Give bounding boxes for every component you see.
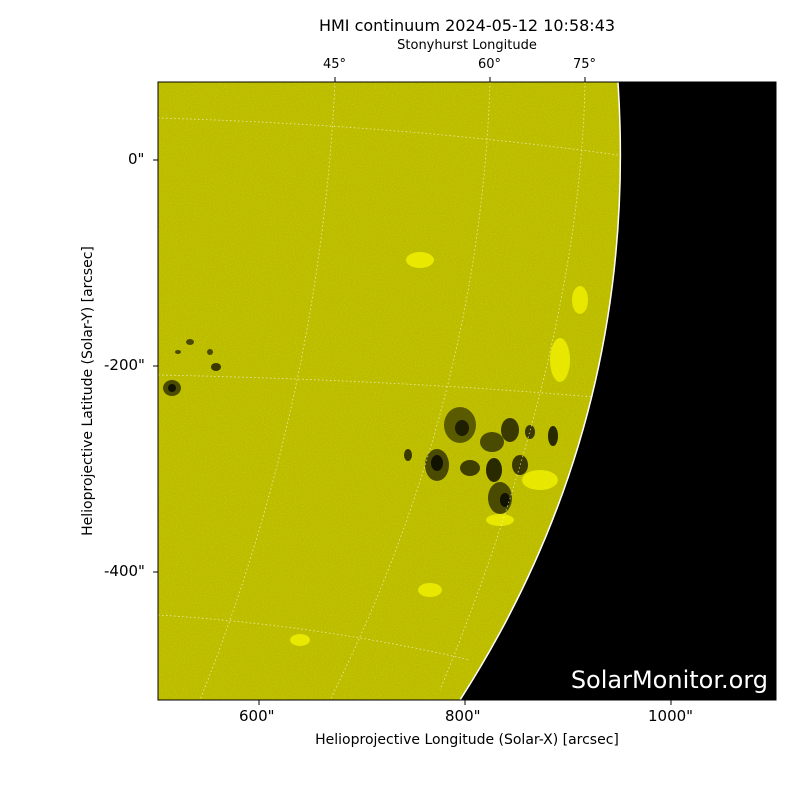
- y-tick-label: -400": [104, 562, 145, 580]
- top-tick-label: 75°: [573, 57, 597, 72]
- x-axis-label: Helioprojective Longitude (Solar-X) [arc…: [315, 732, 619, 748]
- y-tick-label: 0": [128, 150, 145, 168]
- x-tick-label: 600": [239, 707, 275, 725]
- top-axis-label: Stonyhurst Longitude: [397, 38, 537, 53]
- faculae: [290, 252, 588, 646]
- watermark: SolarMonitor.org: [570, 666, 768, 694]
- x-tick-label: 1000": [648, 707, 694, 725]
- coordinate-grid: [158, 82, 619, 700]
- solar-limb: [459, 82, 622, 700]
- y-axis-label-text: Helioprojective Latitude (Solar-Y) [arcs…: [80, 246, 96, 536]
- axis-ticks: [153, 77, 672, 705]
- top-tick-label: 45°: [323, 57, 347, 72]
- sunspots: [163, 339, 558, 514]
- top-tick-label: 60°: [478, 57, 502, 72]
- image-title: HMI continuum 2024-05-12 10:58:43: [318, 16, 616, 35]
- x-tick-label: 800": [445, 707, 481, 725]
- y-tick-label: -200": [104, 356, 145, 374]
- plot-frame: [157, 81, 777, 701]
